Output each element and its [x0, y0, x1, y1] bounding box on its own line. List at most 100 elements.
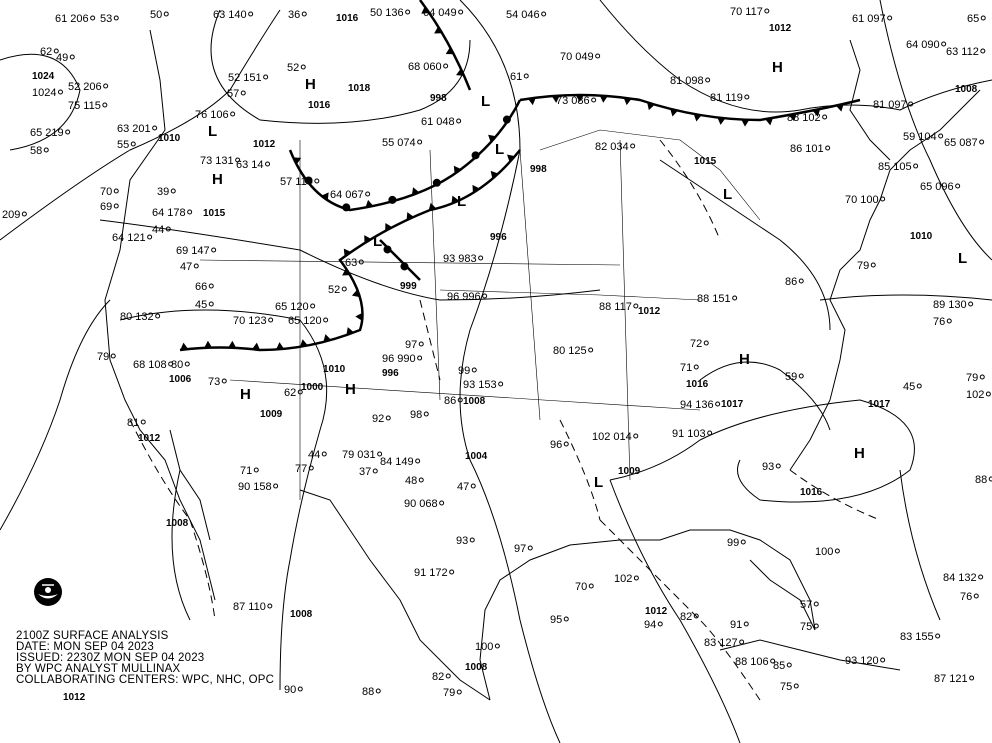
station-value: 44	[152, 224, 164, 236]
high-pressure-center: H	[305, 76, 316, 93]
station-value: 70 123	[233, 315, 267, 327]
cold-front-triangle-icon	[365, 199, 374, 208]
station-circle-icon	[887, 15, 893, 21]
station-circle-icon	[693, 364, 699, 370]
station-circle-icon	[705, 77, 711, 83]
station-circle-icon	[482, 293, 488, 299]
cold-front-triangle-icon	[445, 47, 454, 55]
cold-front-triangle-icon	[342, 268, 351, 276]
station-circle-icon	[405, 9, 411, 15]
station-value: 70 049	[560, 51, 594, 63]
station-circle-icon	[633, 433, 639, 439]
station-circle-icon	[563, 616, 569, 622]
station-value: 70 117	[730, 6, 763, 18]
cold-front-triangle-icon	[276, 342, 285, 350]
station-value: 80 132	[120, 311, 154, 323]
station-circle-icon	[323, 317, 329, 323]
station-value: 90 068	[404, 498, 438, 510]
station-value: 68 060	[408, 61, 442, 73]
station-circle-icon	[456, 689, 462, 695]
station-circle-icon	[916, 383, 922, 389]
caption-centers: COLLABORATING CENTERS: WPC, NHC, OPC	[16, 674, 275, 686]
station-circle-icon	[657, 621, 663, 627]
station-value: 88	[362, 686, 374, 698]
station-value: 97	[405, 339, 417, 351]
station-circle-icon	[633, 303, 639, 309]
station-value: 59	[785, 371, 797, 383]
station-circle-icon	[415, 458, 421, 464]
station-value: 96 990	[382, 353, 416, 365]
cold-front-triangle-icon	[180, 342, 189, 350]
station-value: 73 131	[200, 155, 234, 167]
isobar-label: 1008	[290, 609, 313, 620]
isobar-label: 1012	[638, 306, 661, 317]
station-value: 81 098	[670, 75, 704, 87]
cold-front-triangle-icon	[551, 95, 560, 103]
station-circle-icon	[457, 397, 463, 403]
caption-analyst: BY WPC ANALYST MULLINAX	[16, 663, 181, 675]
station-circle-icon	[90, 15, 96, 21]
isobar-label: 1017	[868, 399, 891, 410]
station-circle-icon	[740, 539, 746, 545]
station-value: 92	[372, 413, 384, 425]
station-circle-icon	[978, 574, 984, 580]
station-circle-icon	[300, 64, 306, 70]
warm-front-semicircle-icon	[383, 245, 392, 254]
station-circle-icon	[498, 381, 504, 387]
cold-front-triangle-icon	[765, 117, 774, 126]
station-circle-icon	[193, 263, 199, 269]
isobar-label: 1024	[32, 71, 55, 82]
cold-front-triangle-icon	[299, 339, 308, 347]
station-value: 98	[410, 409, 422, 421]
station-circle-icon	[470, 483, 476, 489]
high-pressure-center: H	[240, 386, 251, 403]
station-value: 81 097	[873, 99, 907, 111]
isobar-label: 1008	[955, 84, 978, 95]
station-circle-icon	[775, 463, 781, 469]
station-value: 80	[171, 359, 183, 371]
station-value: 100	[475, 641, 493, 653]
cold-front-triangle-icon	[293, 157, 302, 165]
station-value: 86 101	[790, 143, 824, 155]
isobar-label: 1012	[253, 139, 276, 150]
station-value: 48	[405, 475, 417, 487]
station-value: 95	[550, 614, 562, 626]
station-value: 79	[966, 372, 978, 384]
station-value: 90	[284, 684, 296, 696]
station-circle-icon	[418, 341, 424, 347]
station-circle-icon	[308, 465, 314, 471]
station-value: 84 149	[380, 456, 414, 468]
station-value: 50 136	[370, 7, 404, 19]
station-circle-icon	[268, 317, 274, 323]
warm-front-semicircle-icon	[471, 151, 480, 160]
station-circle-icon	[595, 53, 601, 59]
station-circle-icon	[57, 89, 63, 95]
station-circle-icon	[588, 347, 594, 353]
low-pressure-center: L	[958, 250, 967, 267]
cold-front-triangle-icon	[693, 113, 702, 122]
station-circle-icon	[739, 639, 745, 645]
cold-front-triangle-icon	[717, 117, 726, 125]
station-value: 55	[117, 139, 129, 151]
cold-front-triangle-icon	[456, 68, 465, 76]
station-circle-icon	[358, 259, 364, 265]
cold-front-triangle-icon	[351, 289, 360, 298]
cold-front-triangle-icon	[623, 97, 632, 106]
station-value: 94 136	[680, 399, 714, 411]
isobar-label: 1017	[721, 399, 744, 410]
cold-front-triangle-icon	[321, 192, 329, 201]
station-value: 64 090	[906, 39, 940, 51]
station-circle-icon	[263, 74, 269, 80]
station-value: 44	[308, 449, 320, 461]
station-circle-icon	[764, 8, 770, 14]
station-circle-icon	[184, 361, 190, 367]
cold-front-triangle-icon	[507, 154, 515, 163]
station-value: 70 100	[845, 194, 879, 206]
station-value: 63 140	[213, 9, 247, 21]
station-value: 68 108	[133, 359, 167, 371]
station-circle-icon	[265, 161, 271, 167]
station-circle-icon	[449, 569, 455, 575]
station-circle-icon	[913, 163, 919, 169]
station-value: 209	[2, 209, 20, 221]
